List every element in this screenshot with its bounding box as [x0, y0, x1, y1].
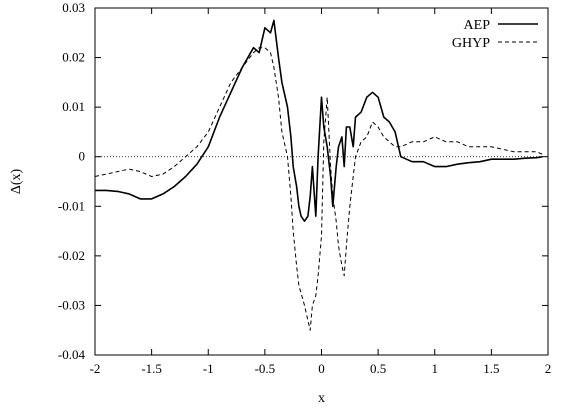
- x-tick-label: 0.5: [370, 361, 386, 376]
- y-tick-label: 0: [79, 149, 86, 164]
- x-tick-label: 0: [318, 361, 325, 376]
- x-tick-label: 2: [545, 361, 552, 376]
- x-tick-label: -1.5: [141, 361, 162, 376]
- x-axis-title: x: [318, 391, 325, 406]
- series-group: [94, 19, 543, 331]
- y-tick-label: 0.01: [62, 99, 85, 114]
- series-line-aep: [95, 19, 543, 222]
- legend: AEP GHYP: [452, 18, 538, 51]
- y-axis-title: Δ(x): [9, 168, 24, 194]
- y-tick-label: 0.03: [62, 0, 85, 15]
- series-line-ghyp: [94, 47, 543, 331]
- x-tick-label: -1: [203, 361, 214, 376]
- plot-frame: [94, 7, 549, 356]
- y-tick-label: -0.02: [58, 248, 85, 263]
- x-tick-label: -0.5: [255, 361, 276, 376]
- x-tick-label: -2: [90, 361, 101, 376]
- y-tick-label: -0.01: [58, 198, 85, 213]
- y-tick-label: -0.03: [58, 297, 85, 312]
- y-tick-label: -0.04: [58, 347, 86, 362]
- x-tick-label: 1.5: [483, 361, 499, 376]
- x-tick-label: 1: [432, 361, 439, 376]
- legend-label-aep: AEP: [464, 18, 491, 33]
- x-axis-ticks: -2 -1.5 -1 -0.5 0 0.5 1 1.5 2: [90, 8, 552, 376]
- y-axis-ticks: -0.04 -0.03 -0.02 -0.01 0 0.01 0.02 0.03: [58, 0, 548, 362]
- legend-label-ghyp: GHYP: [452, 36, 490, 51]
- y-tick-label: 0.02: [62, 50, 85, 65]
